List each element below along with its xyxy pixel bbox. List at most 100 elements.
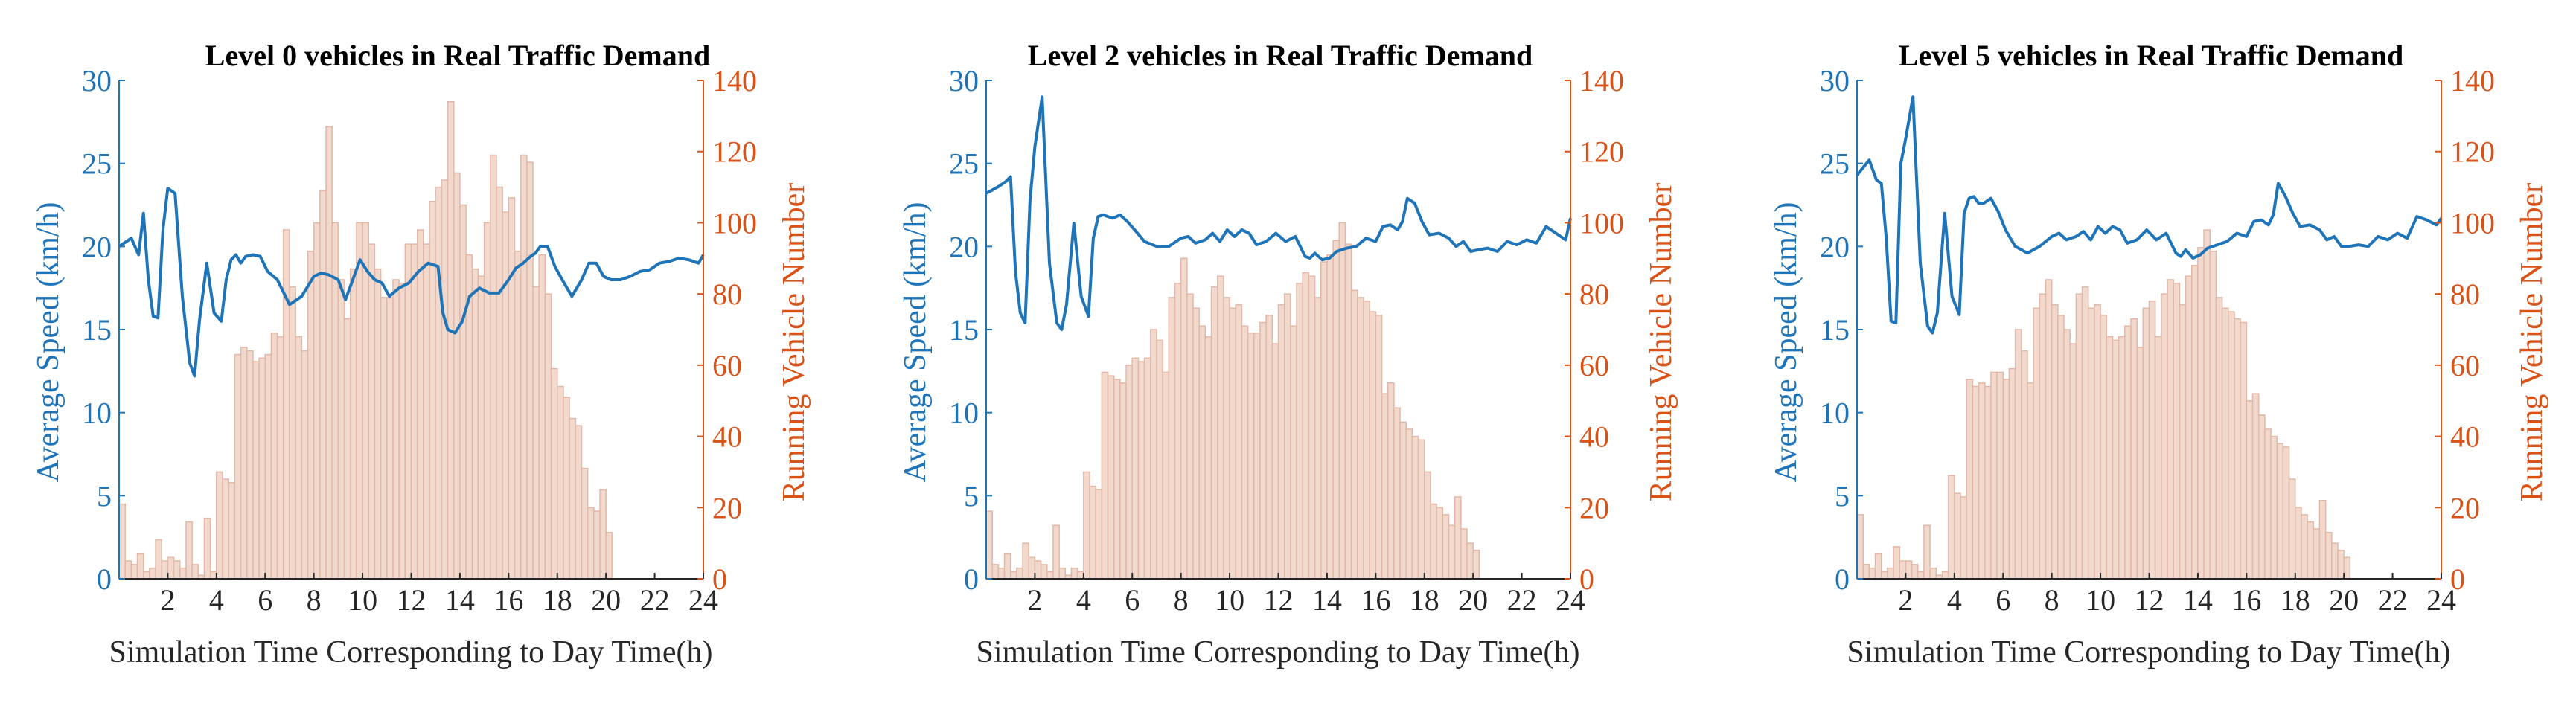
bar [496, 186, 503, 580]
bar [349, 268, 357, 580]
vehicle-count-bars [1856, 229, 2351, 580]
y-right-tick-label: 40 [1579, 420, 1609, 454]
x-tick-label: 22 [2378, 583, 2408, 617]
bar [1083, 471, 1090, 580]
bar [423, 243, 430, 580]
bar [1411, 435, 1419, 580]
y-axis-right-label: Running Vehicle Number [1644, 183, 1678, 502]
chart-panel-level-2: Level 2 vehicles in Real Traffic Demand … [898, 39, 1678, 670]
y-left-tick-label: 0 [964, 562, 979, 596]
bar [1856, 514, 1864, 580]
y-right-tick-label: 40 [2450, 420, 2480, 454]
bar [142, 571, 150, 580]
bar [252, 361, 260, 580]
bar [2246, 399, 2254, 580]
bar [1174, 283, 1182, 580]
y-right-tick-label: 40 [712, 420, 742, 454]
bar [563, 397, 570, 580]
bar [356, 222, 363, 580]
bar [1216, 275, 1224, 580]
x-tick-label: 4 [1947, 583, 1962, 617]
bar [2167, 279, 2174, 580]
bar [1960, 496, 1967, 580]
bar [1265, 315, 1273, 580]
bar [1399, 421, 1407, 580]
x-tick-label: 4 [1076, 583, 1091, 617]
bar [526, 161, 534, 580]
bar [343, 318, 351, 580]
y-right-tick-label: 140 [712, 64, 757, 97]
y-left-tick-label: 5 [97, 479, 112, 513]
x-tick-label: 12 [397, 583, 426, 617]
bar [1028, 556, 1036, 580]
bar [1984, 385, 1992, 580]
bar [173, 560, 181, 580]
bar [2087, 307, 2095, 580]
bar [136, 553, 144, 580]
bar [276, 336, 284, 580]
bar [1241, 325, 1249, 580]
bar [1022, 542, 1029, 580]
bar [398, 283, 406, 580]
bar [1363, 300, 1370, 580]
y-left-tick-label: 15 [1820, 313, 1850, 347]
bar [605, 532, 613, 580]
y-right-tick-label: 120 [2450, 135, 2495, 169]
bar [380, 297, 388, 580]
bar [2027, 382, 2034, 580]
bar [1929, 567, 1937, 580]
bar [1156, 339, 1163, 580]
y-right-tick-label: 60 [1579, 349, 1609, 382]
chart-title: Level 5 vehicles in Real Traffic Demand [1899, 39, 2403, 72]
bar [2179, 304, 2187, 580]
bar [416, 229, 424, 580]
x-tick-label: 24 [688, 583, 718, 617]
bar [1180, 257, 1188, 580]
bar [477, 275, 485, 580]
bar [2039, 293, 2047, 580]
bar [471, 268, 479, 580]
bar [1905, 560, 1913, 580]
bar [991, 564, 1000, 580]
y-axis-right-label: Running Vehicle Number [777, 183, 811, 502]
chart-title: Level 2 vehicles in Real Traffic Demand [1028, 39, 1533, 72]
x-tick-label: 24 [2426, 583, 2456, 617]
bar [441, 179, 449, 580]
bar [1911, 564, 1919, 580]
bar [1137, 361, 1145, 580]
x-tick-label: 22 [640, 583, 670, 617]
bar [1204, 336, 1212, 580]
y-right-tick-label: 80 [712, 277, 742, 311]
bar [1917, 571, 1925, 580]
bar [2094, 304, 2101, 580]
bar [2215, 297, 2223, 580]
bar [1198, 325, 1206, 580]
bar [1046, 571, 1054, 580]
bar [2228, 311, 2235, 580]
bar [2045, 279, 2053, 580]
bar [1003, 553, 1011, 580]
y-left-tick-label: 30 [82, 64, 112, 97]
bar [2185, 275, 2193, 580]
bar [167, 556, 175, 580]
bar [1405, 428, 1413, 580]
bar [459, 204, 467, 580]
bar [185, 521, 193, 580]
bar [2203, 229, 2211, 580]
bar [1369, 311, 1377, 580]
chart-panel-level-0: Level 0 vehicles in Real Traffic Demand … [31, 39, 811, 670]
bar [289, 286, 296, 580]
bar [2307, 521, 2315, 580]
bar [520, 154, 528, 580]
bar [1472, 549, 1480, 580]
y-left-tick-label: 15 [82, 313, 112, 347]
bar [435, 186, 443, 580]
bar [429, 200, 436, 580]
bar [1442, 514, 1450, 580]
bar [1448, 524, 1456, 580]
bar [2301, 514, 2308, 580]
x-tick-label: 12 [1264, 583, 1294, 617]
bar [1874, 553, 1882, 580]
